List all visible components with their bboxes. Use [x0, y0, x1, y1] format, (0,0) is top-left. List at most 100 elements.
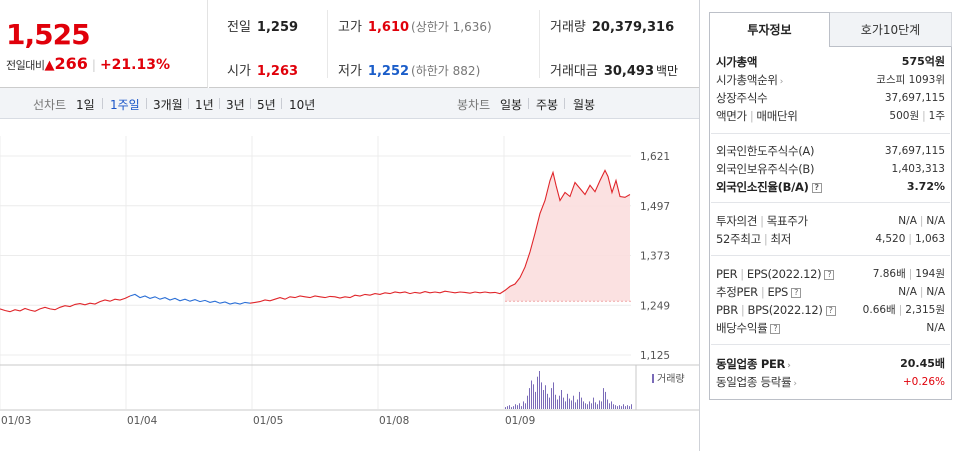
chevron-right-icon: ›: [793, 379, 797, 389]
volume-bar: [551, 388, 552, 409]
volume-bar: [609, 403, 610, 409]
divider: [711, 255, 950, 256]
y-tick-label: 1,373: [640, 251, 670, 263]
divider: [250, 98, 251, 109]
volume-bar: [557, 399, 558, 409]
period-3y-button[interactable]: 3년: [226, 98, 245, 112]
candle-chart-label: 봉차트: [457, 98, 491, 112]
price-chart-svg: 1,621 1,497 1,373 1,249 1,125 거래량 01/03 01/04 01…: [0, 136, 699, 427]
price-series-line: [249, 169, 631, 304]
x-tick-label: 01/04: [127, 415, 158, 427]
row-est-per-eps: 추정PER | EPS? N/A | N/A: [716, 285, 945, 299]
help-icon[interactable]: ?: [791, 287, 802, 298]
volume-bar: [611, 401, 612, 409]
volume-bar: [521, 406, 522, 409]
chart-period-toolbar: 선차트 1일 1주일 3개월 1년 3년 5년 10년 봉차트 일봉 주봉 월봉: [0, 88, 699, 119]
stat-open: 시가 1,263: [227, 64, 299, 79]
row-sector-per[interactable]: 동일업종 PER › 20.45배: [716, 357, 945, 371]
volume-bar: [623, 404, 624, 409]
tab-investment-info[interactable]: 투자정보: [709, 12, 830, 47]
row-foreign-ratio: 외국인소진율(B/A)? 3.72%: [716, 180, 945, 194]
price-chart[interactable]: 1,621 1,497 1,373 1,249 1,125 거래량 01/03 01/04 01…: [0, 119, 699, 451]
candle-monthly-button[interactable]: 월봉: [573, 98, 596, 112]
volume-bar: [627, 405, 628, 409]
volume-bar: [595, 402, 596, 409]
divider: [528, 98, 529, 109]
volume-bar: [575, 402, 576, 409]
volume-bar: [583, 401, 584, 409]
help-icon[interactable]: ?: [770, 323, 781, 334]
chevron-right-icon: ›: [787, 361, 791, 371]
row-pbr-bps: PBR | BPS(2022.12)? 0.66배 | 2,315원: [716, 303, 945, 317]
period-1d-button[interactable]: 1일: [76, 98, 95, 112]
period-1w-button[interactable]: 1주일: [110, 98, 140, 112]
volume-bar: [507, 406, 508, 409]
volume-bar: [615, 405, 616, 409]
tab-orderbook[interactable]: 호가10단계: [830, 12, 952, 47]
volume-bar: [581, 397, 582, 409]
volume-bar: [547, 393, 548, 409]
change-amount: 266: [54, 54, 88, 73]
volume-bar: [605, 391, 606, 409]
price-series-line: [129, 293, 251, 305]
volume-bar: [523, 401, 524, 409]
period-1y-button[interactable]: 1년: [195, 98, 214, 112]
divider: [327, 10, 328, 78]
info-table: 시가총액 575억원 시가총액순위 › 코스피 1093위 상장주식수 37,69…: [709, 47, 952, 400]
row-shares: 상장주식수 37,697,115: [716, 91, 945, 105]
volume-bar: [511, 407, 512, 409]
row-dividend-yield: 배당수익률? N/A: [716, 321, 945, 335]
y-tick-label: 1,621: [640, 151, 670, 163]
price-stats: 전일 1,259 시가 1,263 고가 1,610 (상한가 1,636) 저가 1,2…: [209, 0, 699, 88]
divider: [711, 133, 950, 134]
volume-bar: [559, 395, 560, 409]
volume-bar: [543, 390, 544, 409]
info-tabs: 투자정보 호가10단계: [709, 12, 952, 47]
volume-bar: [577, 399, 578, 409]
volume-bar: [565, 401, 566, 409]
period-10y-button[interactable]: 10년: [289, 98, 316, 112]
volume-bar: [601, 401, 602, 409]
x-tick-label: 01/03: [1, 415, 31, 427]
row-foreign-held: 외국인보유주식수(B) 1,403,313: [716, 162, 945, 176]
volume-bar: [569, 398, 570, 409]
row-sector-change[interactable]: 동일업종 등락률 › +0.26%: [716, 375, 945, 389]
volume-bar: [509, 405, 510, 409]
row-par-value: 액면가 | 매매단위 500원 | 1주: [716, 109, 945, 123]
row-market-cap-rank[interactable]: 시가총액순위 › 코스피 1093위: [716, 73, 945, 87]
volume-bar: [533, 384, 534, 409]
divider: [188, 98, 189, 109]
volume-bar: [515, 404, 516, 409]
volume-bar: [617, 406, 618, 409]
volume-bar: [519, 403, 520, 409]
volume-bar: [591, 403, 592, 409]
row-per-eps: PER | EPS(2022.12)? 7.86배 | 194원: [716, 267, 945, 281]
volume-bar: [541, 382, 542, 409]
help-icon[interactable]: ?: [811, 182, 822, 193]
volume-bar: [513, 406, 514, 409]
candle-daily-button[interactable]: 일봉: [500, 98, 523, 112]
volume-legend-swatch: [652, 374, 654, 383]
volume-bar: [567, 393, 568, 409]
volume-bar: [505, 407, 506, 409]
row-market-cap: 시가총액 575억원: [716, 55, 945, 69]
volume-bar: [563, 397, 564, 409]
volume-bar: [585, 403, 586, 409]
period-3m-button[interactable]: 3개월: [153, 98, 183, 112]
help-icon[interactable]: ?: [825, 305, 836, 316]
help-icon[interactable]: ?: [824, 269, 835, 280]
price-series-line: [0, 295, 131, 313]
candle-weekly-button[interactable]: 주봉: [536, 98, 559, 112]
y-tick-label: 1,125: [640, 350, 670, 362]
y-tick-label: 1,497: [640, 201, 670, 213]
volume-bar: [579, 391, 580, 409]
period-5y-button[interactable]: 5년: [257, 98, 276, 112]
y-tick-label: 1,249: [640, 300, 670, 312]
volume-bar: [555, 394, 556, 409]
up-arrow-icon: ▲: [44, 58, 55, 73]
divider: [564, 98, 565, 109]
investment-info-panel: 투자정보 호가10단계 시가총액 575억원 시가총액순위 › 코스피 1093위…: [709, 12, 961, 451]
volume-bar: [597, 404, 598, 409]
volume-bar: [531, 380, 532, 409]
divider: [711, 202, 950, 203]
